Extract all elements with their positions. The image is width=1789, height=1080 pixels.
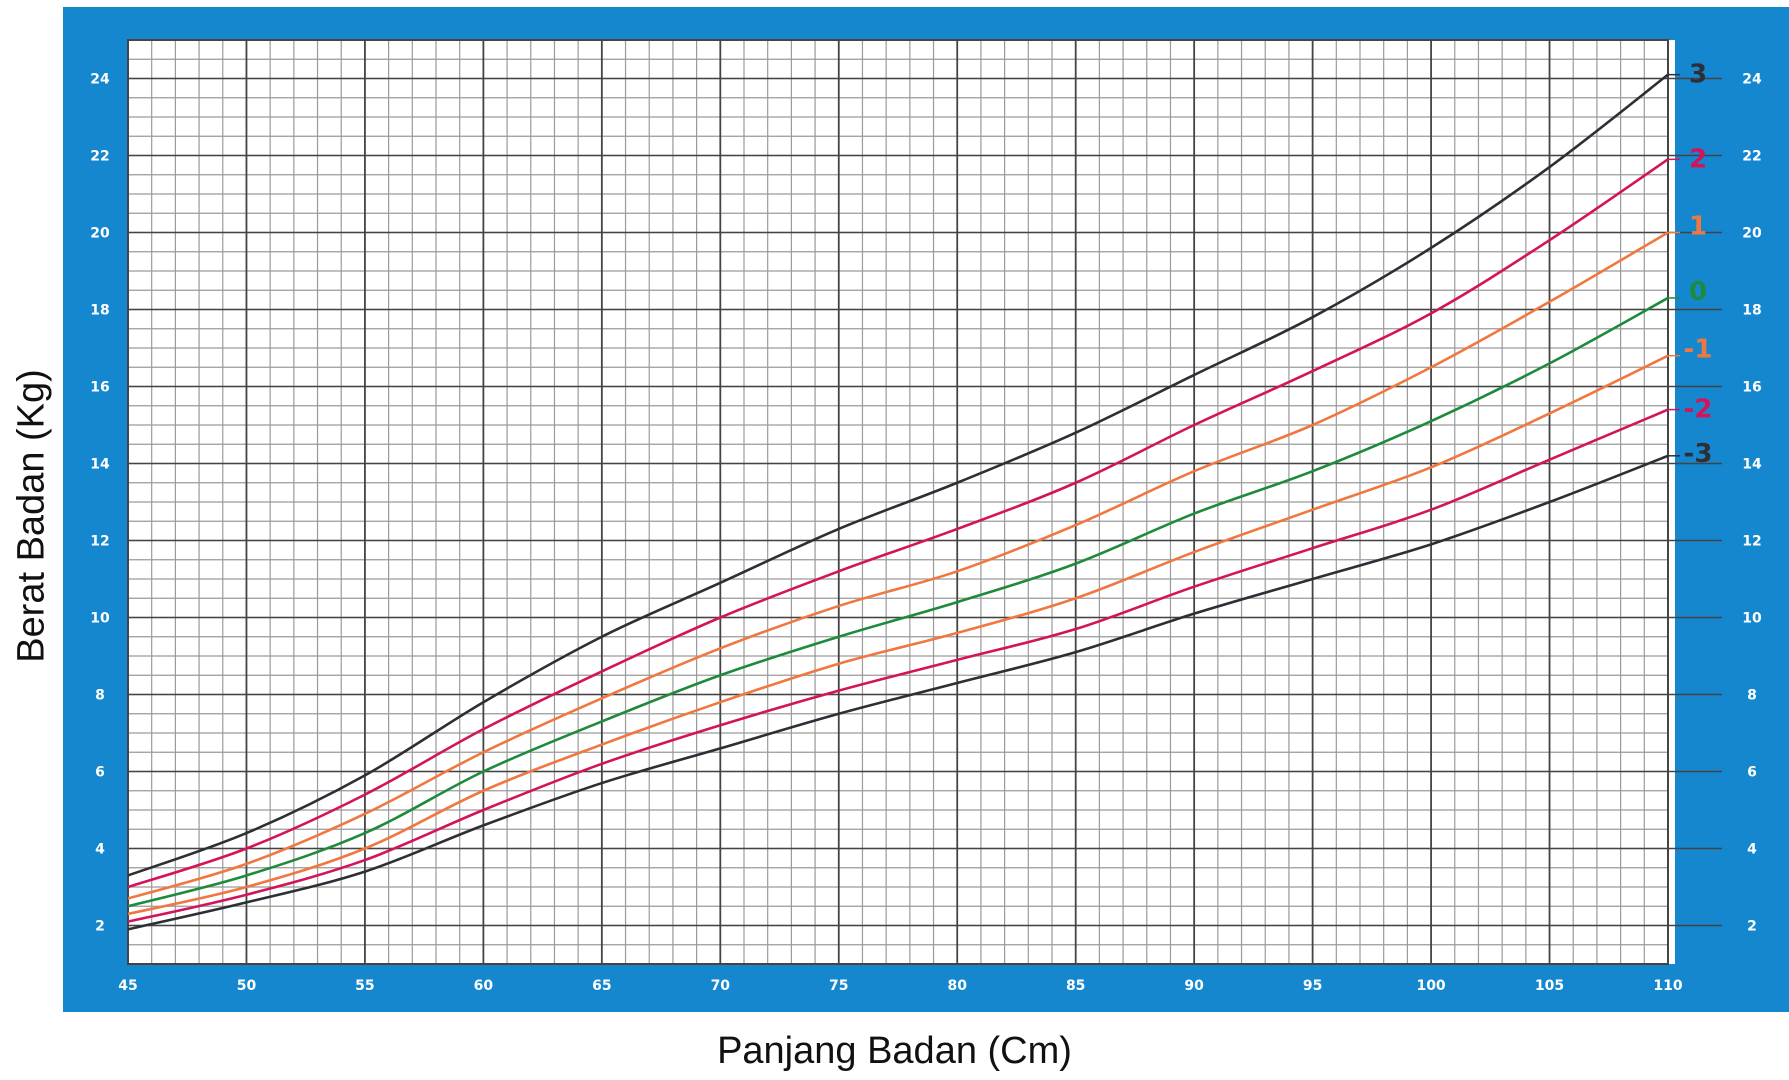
x-tick-label: 50	[237, 978, 257, 994]
x-axis-label: Panjang Badan (Cm)	[717, 1030, 1072, 1072]
x-tick-label: 75	[829, 978, 848, 994]
x-tick-label: 105	[1535, 978, 1564, 994]
x-tick-label: 55	[355, 978, 374, 994]
series-line-1	[127, 231, 1669, 900]
x-tick-label: 85	[1066, 978, 1085, 994]
series-line-2	[127, 158, 1669, 889]
y-tick-label-left: 22	[90, 149, 109, 165]
x-tick-label: 60	[474, 978, 494, 994]
y-tick-label-right: 22	[1742, 149, 1761, 165]
y-tick-label-left: 18	[90, 303, 109, 319]
y-tick-label-right: 18	[1742, 303, 1761, 319]
x-tick-label: 95	[1303, 978, 1322, 994]
y-tick-label-right: 8	[1747, 688, 1757, 704]
y-axis-label: Berat Badan (Kg)	[10, 369, 53, 663]
y-tick-label-left: 10	[90, 611, 110, 627]
y-tick-label-left: 2	[95, 919, 105, 935]
series-label--2: -2	[1684, 395, 1713, 425]
y-tick-label-left: 6	[95, 765, 105, 781]
y-tick-label-right: 10	[1742, 611, 1762, 627]
x-tick-label: 65	[592, 978, 611, 994]
x-tick-label: 80	[947, 978, 967, 994]
y-tick-label-right: 2	[1747, 919, 1757, 935]
x-tick-label: 45	[118, 978, 137, 994]
series-label--1: -1	[1684, 335, 1713, 365]
series-line--1	[127, 354, 1669, 916]
x-tick-label: 90	[1184, 978, 1204, 994]
y-tick-label-left: 8	[95, 688, 105, 704]
y-tick-label-right: 14	[1742, 457, 1762, 473]
y-tick-label-left: 20	[90, 226, 110, 242]
y-tick-label-right: 20	[1742, 226, 1762, 242]
x-tick-label: 110	[1653, 978, 1682, 994]
y-tick-label-right: 4	[1747, 842, 1757, 858]
series-line-0	[127, 296, 1669, 908]
series-line--2	[127, 408, 1669, 923]
y-tick-label-left: 24	[90, 72, 110, 88]
y-tick-label-left: 14	[90, 457, 110, 473]
y-tick-label-left: 4	[95, 842, 105, 858]
series-line-3	[127, 73, 1669, 877]
y-tick-label-left: 16	[90, 380, 109, 396]
series-label-0: 0	[1689, 277, 1707, 307]
x-tick-label: 100	[1416, 978, 1445, 994]
y-tick-label-right: 16	[1742, 380, 1761, 396]
y-tick-label-right: 12	[1742, 534, 1761, 550]
series-label-2: 2	[1689, 144, 1707, 174]
x-tick-label: 70	[711, 978, 731, 994]
series-label--3: -3	[1684, 439, 1713, 469]
y-tick-label-right: 24	[1742, 72, 1762, 88]
y-tick-label-left: 12	[90, 534, 109, 550]
series-line--3	[127, 454, 1669, 931]
y-tick-label-right: 6	[1747, 765, 1757, 781]
series-label-1: 1	[1689, 212, 1707, 242]
plot-border	[127, 39, 1669, 965]
series-label-3: 3	[1689, 60, 1707, 90]
